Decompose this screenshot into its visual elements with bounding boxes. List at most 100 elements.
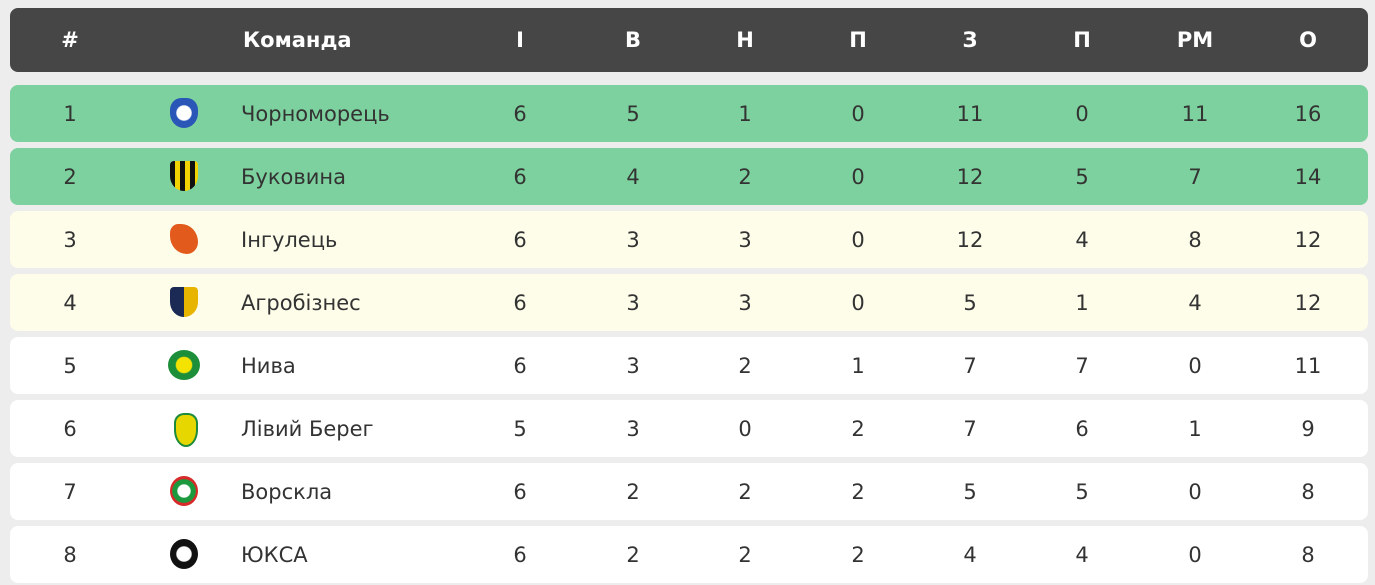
stat-cell: 0 bbox=[1075, 101, 1089, 126]
stat-cell: 0 bbox=[1188, 542, 1202, 567]
stat-cell: 12 bbox=[956, 227, 984, 252]
stat-cell: 3 bbox=[626, 353, 640, 378]
header-cell: Н bbox=[736, 28, 754, 52]
table-row: 2 Буковина 6 4 2 0 12 5 7 14 bbox=[10, 148, 1368, 205]
stat-cell: 3 bbox=[738, 227, 752, 252]
table-row: 7 Ворскла 6 2 2 2 5 5 0 8 bbox=[10, 463, 1368, 520]
table-row: 5 Нива 6 3 2 1 7 7 0 11 bbox=[10, 337, 1368, 394]
header-cell: П bbox=[849, 28, 867, 52]
table-row: 1 Чорноморець 6 5 1 0 11 0 11 16 bbox=[10, 85, 1368, 142]
header-cell: П bbox=[1073, 28, 1091, 52]
stat-cell: 5 bbox=[63, 353, 77, 378]
team-name: Інгулець bbox=[241, 227, 338, 252]
stat-cell: 1 bbox=[63, 101, 77, 126]
stat-cell: 16 bbox=[1294, 101, 1322, 126]
stat-cell: 1 bbox=[738, 101, 752, 126]
stat-cell: 1 bbox=[851, 353, 865, 378]
team-logo bbox=[170, 539, 198, 569]
stat-cell: 0 bbox=[1188, 479, 1202, 504]
stat-cell: 6 bbox=[63, 416, 77, 441]
stat-cell: 14 bbox=[1294, 164, 1322, 189]
header-cell: # bbox=[61, 28, 79, 52]
stat-cell: 11 bbox=[1294, 353, 1322, 378]
header-cell: В bbox=[624, 28, 641, 52]
stat-cell: 11 bbox=[1181, 101, 1209, 126]
table-header: # Команда І В Н П З П РМ О bbox=[10, 8, 1368, 72]
stat-cell: 5 bbox=[1075, 479, 1089, 504]
stat-cell: 7 bbox=[63, 479, 77, 504]
stat-cell: 2 bbox=[851, 416, 865, 441]
table-row: 3 Інгулець 6 3 3 0 12 4 8 12 bbox=[10, 211, 1368, 268]
stat-cell: 6 bbox=[513, 479, 527, 504]
team-name: Агробізнес bbox=[241, 290, 361, 315]
stat-cell: 5 bbox=[963, 479, 977, 504]
stat-cell: 4 bbox=[1075, 542, 1089, 567]
stat-cell: 6 bbox=[1075, 416, 1089, 441]
team-name: Чорноморець bbox=[241, 101, 390, 126]
header-cell: О bbox=[1299, 28, 1317, 52]
stat-cell: 2 bbox=[63, 164, 77, 189]
stat-cell: 0 bbox=[738, 416, 752, 441]
stat-cell: 3 bbox=[63, 227, 77, 252]
stat-cell: 1 bbox=[1188, 416, 1202, 441]
team-name: Буковина bbox=[241, 164, 346, 189]
stat-cell: 5 bbox=[963, 290, 977, 315]
stat-cell: 8 bbox=[1301, 542, 1315, 567]
team-logo bbox=[170, 224, 198, 254]
stat-cell: 7 bbox=[963, 416, 977, 441]
stat-cell: 0 bbox=[851, 101, 865, 126]
stat-cell: 3 bbox=[626, 227, 640, 252]
team-name: Ворскла bbox=[241, 479, 333, 504]
team-logo bbox=[170, 287, 198, 317]
stat-cell: 0 bbox=[851, 227, 865, 252]
stat-cell: 9 bbox=[1301, 416, 1315, 441]
team-logo bbox=[170, 161, 198, 191]
team-name: Нива bbox=[241, 353, 296, 378]
stat-cell: 0 bbox=[851, 164, 865, 189]
table-row: 8 ЮКСА 6 2 2 2 4 4 0 8 bbox=[10, 526, 1368, 583]
stat-cell: 2 bbox=[626, 542, 640, 567]
stat-cell: 2 bbox=[626, 479, 640, 504]
stat-cell: 2 bbox=[738, 479, 752, 504]
stat-cell: 8 bbox=[1301, 479, 1315, 504]
stat-cell: 12 bbox=[1294, 290, 1322, 315]
stat-cell: 1 bbox=[1075, 290, 1089, 315]
stat-cell: 8 bbox=[63, 542, 77, 567]
stat-cell: 6 bbox=[513, 101, 527, 126]
team-name: Лівий Берег bbox=[241, 416, 374, 441]
table-row: 6 Лівий Берег 5 3 0 2 7 6 1 9 bbox=[10, 400, 1368, 457]
stat-cell: 4 bbox=[1188, 290, 1202, 315]
stat-cell: 6 bbox=[513, 227, 527, 252]
header-cell: Команда bbox=[243, 28, 352, 52]
stat-cell: 2 bbox=[851, 542, 865, 567]
stat-cell: 2 bbox=[738, 353, 752, 378]
team-logo bbox=[170, 476, 198, 506]
stat-cell: 8 bbox=[1188, 227, 1202, 252]
stat-cell: 5 bbox=[626, 101, 640, 126]
table-row: 4 Агробізнес 6 3 3 0 5 1 4 12 bbox=[10, 274, 1368, 331]
stat-cell: 6 bbox=[513, 542, 527, 567]
stat-cell: 0 bbox=[1188, 353, 1202, 378]
team-logo bbox=[168, 350, 200, 380]
team-logo bbox=[170, 98, 198, 128]
stat-cell: 5 bbox=[1075, 164, 1089, 189]
stat-cell: 3 bbox=[738, 290, 752, 315]
stat-cell: 2 bbox=[738, 164, 752, 189]
stat-cell: 11 bbox=[956, 101, 984, 126]
stat-cell: 4 bbox=[963, 542, 977, 567]
stat-cell: 5 bbox=[513, 416, 527, 441]
stat-cell: 3 bbox=[626, 290, 640, 315]
stat-cell: 2 bbox=[738, 542, 752, 567]
stat-cell: 4 bbox=[1075, 227, 1089, 252]
header-cell: І bbox=[516, 28, 524, 52]
stat-cell: 6 bbox=[513, 353, 527, 378]
stat-cell: 3 bbox=[626, 416, 640, 441]
header-cell: З bbox=[962, 28, 978, 52]
team-name: ЮКСА bbox=[241, 542, 308, 567]
stat-cell: 12 bbox=[1294, 227, 1322, 252]
stat-cell: 4 bbox=[626, 164, 640, 189]
header-cell: РМ bbox=[1176, 28, 1214, 52]
stat-cell: 2 bbox=[851, 479, 865, 504]
stat-cell: 7 bbox=[1188, 164, 1202, 189]
